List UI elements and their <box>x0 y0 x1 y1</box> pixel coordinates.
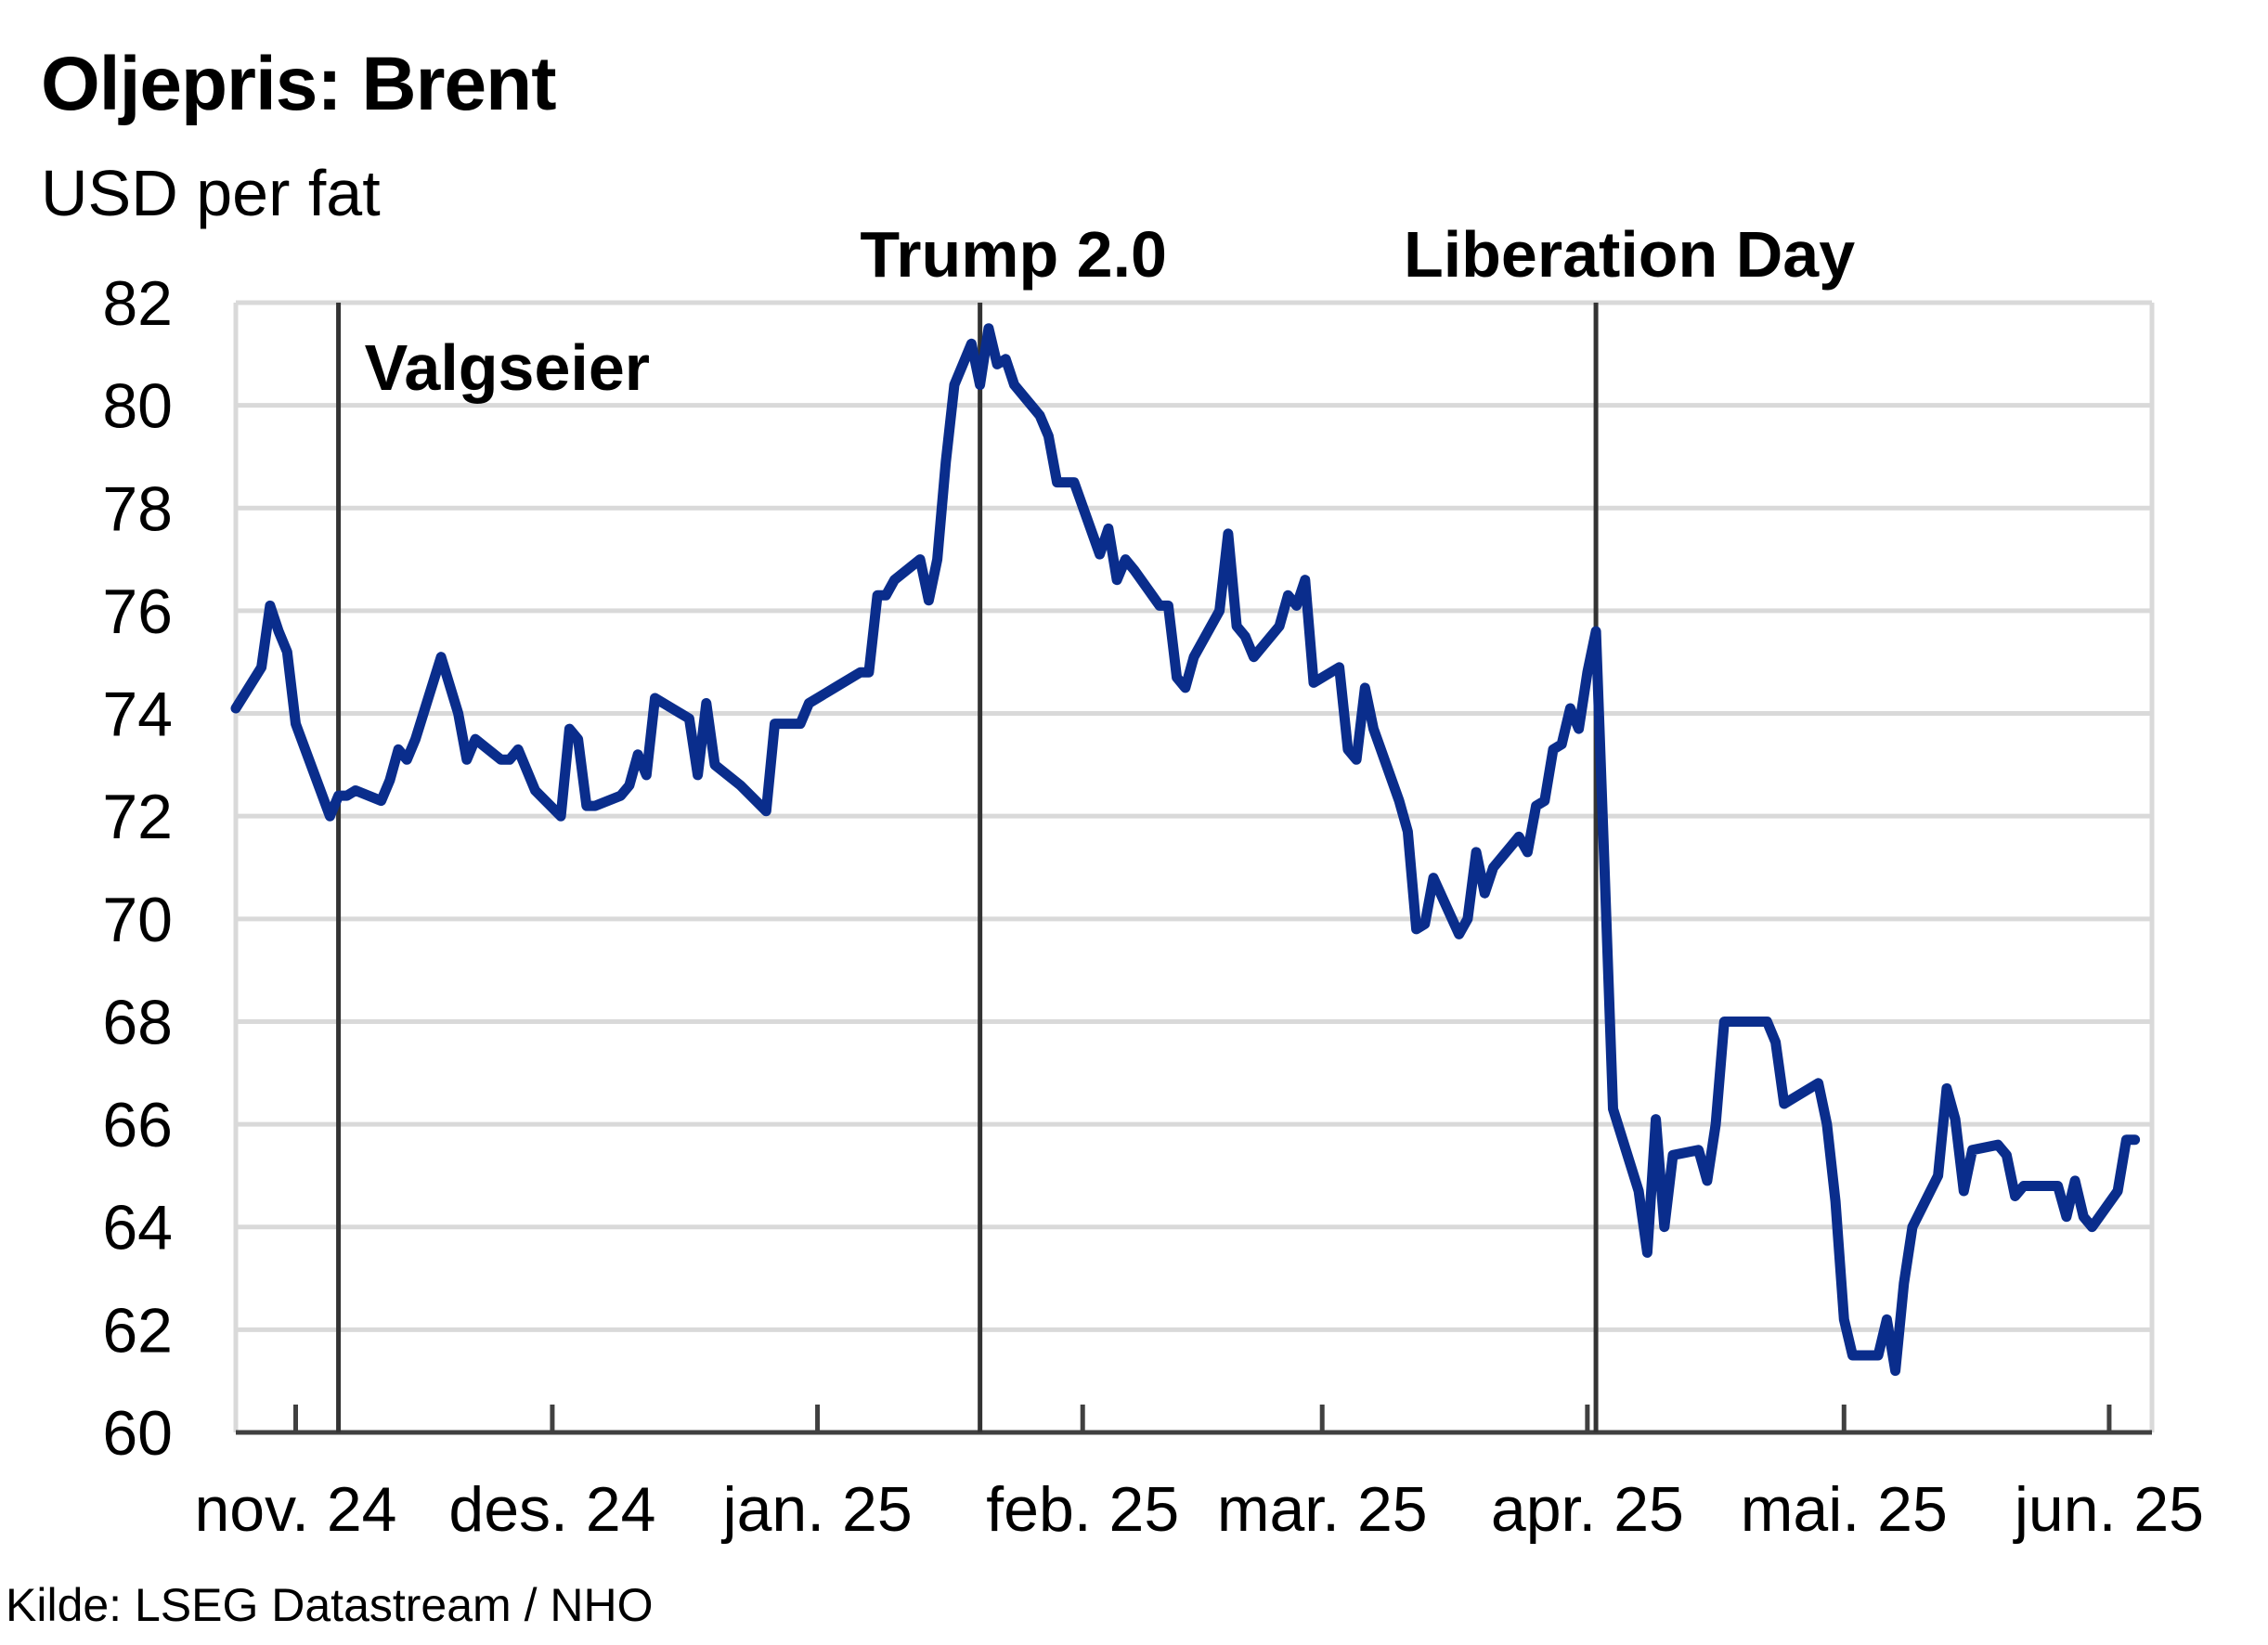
y-tick-label: 78 <box>102 473 173 544</box>
x-tick-label: mai. 25 <box>1741 1474 1948 1545</box>
x-tick-label: mar. 25 <box>1217 1474 1428 1545</box>
x-tick-label: nov. 24 <box>194 1474 396 1545</box>
y-tick-label: 76 <box>102 576 173 647</box>
y-tick-label: 82 <box>102 268 173 339</box>
chart-title: Oljepris: Brent <box>41 42 557 126</box>
y-tick-label: 62 <box>102 1295 173 1366</box>
y-tick-label: 64 <box>102 1193 173 1263</box>
y-tick-label: 80 <box>102 371 173 442</box>
y-tick-label: 66 <box>102 1090 173 1160</box>
y-axis-tick-labels: 60 62 64 66 68 70 72 74 76 78 80 82 <box>102 268 173 1469</box>
x-tick-label: jan. 25 <box>720 1474 912 1545</box>
series-line-brent <box>230 323 2141 1377</box>
x-tick-label: jun. 25 <box>2013 1474 2204 1545</box>
event-label: Trump 2.0 <box>860 218 1167 291</box>
source-note: Kilde: LSEG Datastream / NHO <box>6 1579 654 1631</box>
event-markers: Valgseier Trump 2.0 Liberation Day <box>336 218 1855 1432</box>
y-tick-label: 68 <box>102 987 173 1057</box>
x-tick-label: des. 24 <box>448 1474 655 1545</box>
y-tick-label: 70 <box>102 885 173 955</box>
chart-subtitle: USD per fat <box>41 157 381 229</box>
y-tick-label: 72 <box>102 782 173 852</box>
x-axis: nov. 24 des. 24 jan. 25 feb. 25 mar. 25 apr. … <box>194 1405 2204 1545</box>
y-tick-label: 74 <box>102 680 173 750</box>
x-tick-label: feb. 25 <box>986 1474 1179 1545</box>
grid-lines <box>233 300 2155 1432</box>
y-tick-label: 60 <box>102 1398 173 1469</box>
event-label: Valgseier <box>365 331 650 404</box>
event-label: Liberation Day <box>1404 218 1855 291</box>
x-tick-label: apr. 25 <box>1491 1474 1684 1545</box>
